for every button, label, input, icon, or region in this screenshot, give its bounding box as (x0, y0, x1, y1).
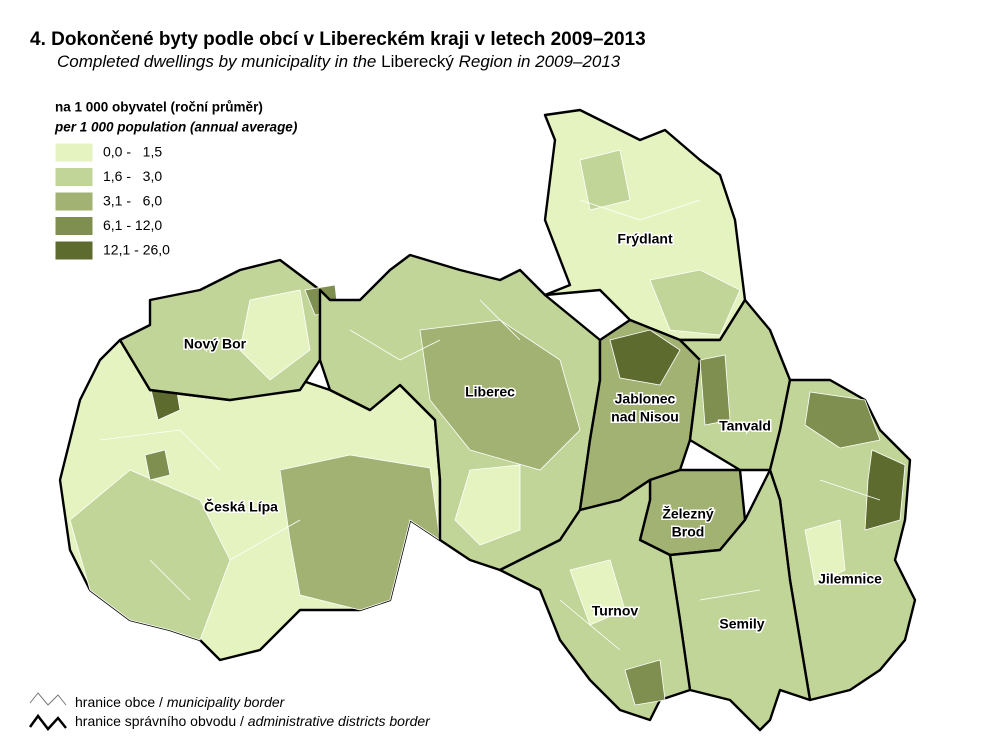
border-legend-label: hranice obce / municipality border (75, 694, 286, 710)
district-label: Tanvald (719, 418, 771, 434)
map-patch (699, 354, 731, 426)
map-patch (609, 329, 681, 386)
map-patch (144, 449, 171, 481)
border-legend-en: municipality border (167, 694, 286, 710)
legend-swatch (54, 191, 94, 212)
district-label: Turnov (592, 603, 639, 619)
subtitle-part: Liberecký (381, 52, 454, 71)
district-label: Jilemnice (818, 571, 882, 587)
legend-label: 0,0 - 1,5 (103, 144, 162, 160)
border-legend-label: hranice správního obvodu / administrativ… (75, 713, 431, 729)
legend-swatch (54, 240, 94, 261)
legend-title-en: per 1 000 population (annual average) (54, 120, 298, 135)
legend-label: 1,6 - 3,0 (103, 168, 162, 184)
district-label: Železný (662, 505, 714, 522)
map-patch (579, 149, 631, 211)
legend-swatch (54, 216, 94, 236)
map-patch (804, 519, 846, 586)
legend-title: na 1 000 obyvatel (roční průměr) (55, 100, 263, 115)
subtitle: Completed dwellings by municipality in t… (57, 52, 621, 71)
title: 4. Dokončené byty podle obcí v Liberecké… (30, 29, 646, 50)
legend: na 1 000 obyvatel (roční průměr) per 1 0… (54, 100, 298, 261)
legend-label: 12,1 - 26,0 (103, 242, 170, 258)
district-label: Jablonec (615, 391, 676, 407)
border-legend (28, 692, 67, 731)
district-area (668, 468, 812, 732)
district-border-icon (28, 713, 67, 731)
legend-label: 3,1 - 6,0 (103, 193, 162, 209)
district-label: Liberec (465, 384, 515, 400)
subtitle-part: Region in 2009–2013 (454, 52, 621, 71)
legend-label: 6,1 - 12,0 (103, 217, 162, 233)
map (58, 108, 917, 732)
district-label: nad Nisou (611, 409, 679, 425)
map-patch (649, 269, 741, 336)
municipality-border-icon (29, 692, 67, 706)
district-label: Nový Bor (184, 336, 247, 352)
municipality-borders (99, 199, 881, 651)
map-patch (864, 449, 906, 531)
map-patch (569, 559, 626, 626)
subtitle-part: Completed dwellings by municipality in t… (57, 52, 381, 71)
border-legend-cz: hranice obce / (75, 694, 167, 710)
border-legend-en: administrative districts border (248, 713, 431, 729)
district-label: Semily (719, 616, 764, 632)
map-patch (69, 469, 231, 641)
legend-swatch (54, 167, 94, 187)
district-label: Česká Lípa (204, 498, 278, 515)
map-patch (239, 289, 311, 381)
district-label: Brod (672, 524, 705, 540)
legend-swatch (54, 142, 94, 163)
map-patch (804, 391, 881, 449)
border-legend-cz: hranice správního obvodu / (75, 713, 248, 729)
map-patch (454, 464, 521, 546)
map-patch (419, 319, 581, 471)
map-patch (624, 659, 666, 706)
district-label: Frýdlant (617, 231, 673, 247)
map-patch (279, 454, 441, 611)
